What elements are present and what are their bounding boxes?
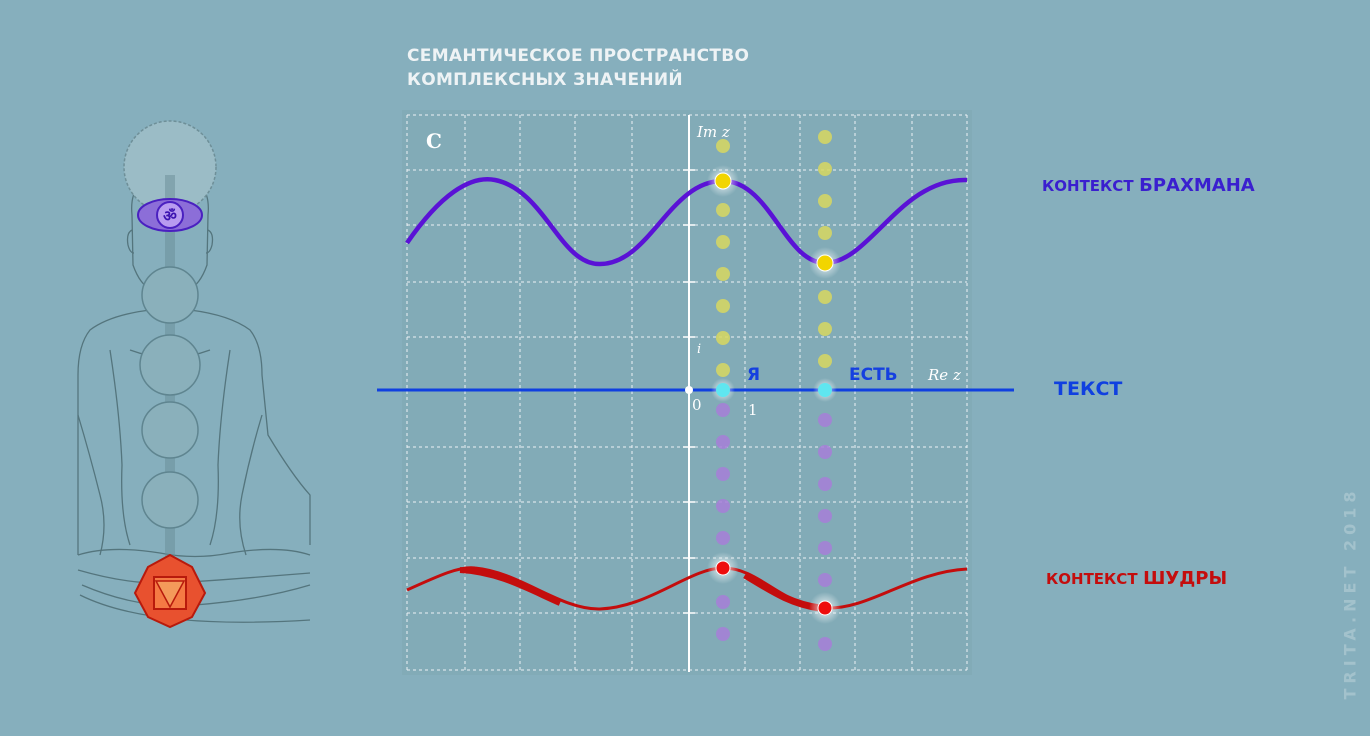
origin-point bbox=[685, 386, 693, 394]
ya-text-point bbox=[716, 383, 730, 397]
ya-lower-dot bbox=[716, 403, 730, 417]
text-line-label: ТЕКСТ bbox=[1054, 378, 1123, 400]
est-brahman-point bbox=[816, 254, 834, 272]
diagram-title: СЕМАНТИЧЕСКОЕ ПРОСТРАНСТВО КОМПЛЕКСНЫХ З… bbox=[407, 44, 749, 92]
solar-plexus-chakra-icon bbox=[141, 401, 199, 459]
est-upper-dot bbox=[818, 354, 832, 368]
muladhara-chakra-icon bbox=[133, 553, 207, 629]
heart-chakra-icon bbox=[139, 334, 201, 396]
est-upper-dot bbox=[818, 290, 832, 304]
brahman-context-name: БРАХМАНА bbox=[1139, 175, 1255, 196]
ya-brahman-point bbox=[714, 172, 732, 190]
sacral-chakra-icon bbox=[141, 471, 199, 529]
word-ya-label: Я bbox=[747, 365, 760, 385]
title-line-2: КОМПЛЕКСНЫХ ЗНАЧЕНИЙ bbox=[407, 70, 683, 90]
ya-upper-dot bbox=[716, 363, 730, 377]
ya-upper-dot bbox=[716, 267, 730, 281]
ya-lower-dot bbox=[716, 531, 730, 545]
est-lower-dot bbox=[818, 637, 832, 651]
brahman-context-curve bbox=[405, 177, 968, 267]
imag-axis-label: Im z bbox=[696, 123, 730, 141]
ya-upper-dot bbox=[716, 299, 730, 313]
watermark: TRITA.NET 2018 bbox=[1338, 462, 1362, 724]
ya-lower-dot bbox=[716, 499, 730, 513]
ya-upper-dot bbox=[716, 203, 730, 217]
est-lower-dot bbox=[818, 445, 832, 459]
shudra-context-label: КОНТЕКСТ ШУДРЫ bbox=[1046, 568, 1227, 589]
svg-text:ॐ: ॐ bbox=[163, 207, 177, 225]
watermark-text: TRITA.NET 2018 bbox=[1340, 486, 1360, 700]
unit-i-label: i bbox=[697, 342, 701, 357]
est-upper-dot bbox=[818, 130, 832, 144]
est-lower-dot bbox=[818, 477, 832, 491]
throat-chakra-icon bbox=[141, 266, 199, 324]
chakra-column bbox=[139, 266, 201, 529]
ya-lower-dot bbox=[716, 595, 730, 609]
ya-lower-dot bbox=[716, 435, 730, 449]
brahman-context-label: КОНТЕКСТ БРАХМАНА bbox=[1042, 175, 1255, 196]
set-label: C bbox=[426, 129, 442, 153]
shudra-context-prefix: КОНТЕКСТ bbox=[1046, 570, 1138, 588]
est-shudra-point bbox=[817, 600, 833, 616]
meditating-figure-illustration: ॐ bbox=[77, 120, 311, 629]
ya-upper-dot bbox=[716, 235, 730, 249]
dot-columns bbox=[716, 130, 832, 651]
ya-shudra-point bbox=[715, 560, 731, 576]
est-text-point bbox=[818, 383, 832, 397]
est-upper-dot bbox=[818, 162, 832, 176]
est-lower-dot bbox=[818, 413, 832, 427]
est-lower-dot bbox=[818, 573, 832, 587]
ya-lower-dot bbox=[716, 467, 730, 481]
shudra-context-name: ШУДРЫ bbox=[1143, 568, 1228, 589]
shudra-context-curve bbox=[406, 566, 968, 611]
ya-upper-dot bbox=[716, 331, 730, 345]
origin-label: 0 bbox=[692, 396, 702, 414]
est-lower-dot bbox=[818, 541, 832, 555]
ya-lower-dot bbox=[716, 627, 730, 641]
est-upper-dot bbox=[818, 226, 832, 240]
ajna-chakra-icon: ॐ bbox=[137, 198, 203, 232]
est-upper-dot bbox=[818, 322, 832, 336]
ya-upper-dot bbox=[716, 139, 730, 153]
word-est-label: ЕСТЬ bbox=[849, 365, 898, 385]
est-upper-dot bbox=[818, 194, 832, 208]
unit-one-label: 1 bbox=[748, 401, 758, 419]
brahman-context-prefix: КОНТЕКСТ bbox=[1042, 177, 1134, 195]
est-lower-dot bbox=[818, 509, 832, 523]
title-line-1: СЕМАНТИЧЕСКОЕ ПРОСТРАНСТВО bbox=[407, 46, 750, 66]
real-axis-label: Re z bbox=[927, 366, 961, 384]
